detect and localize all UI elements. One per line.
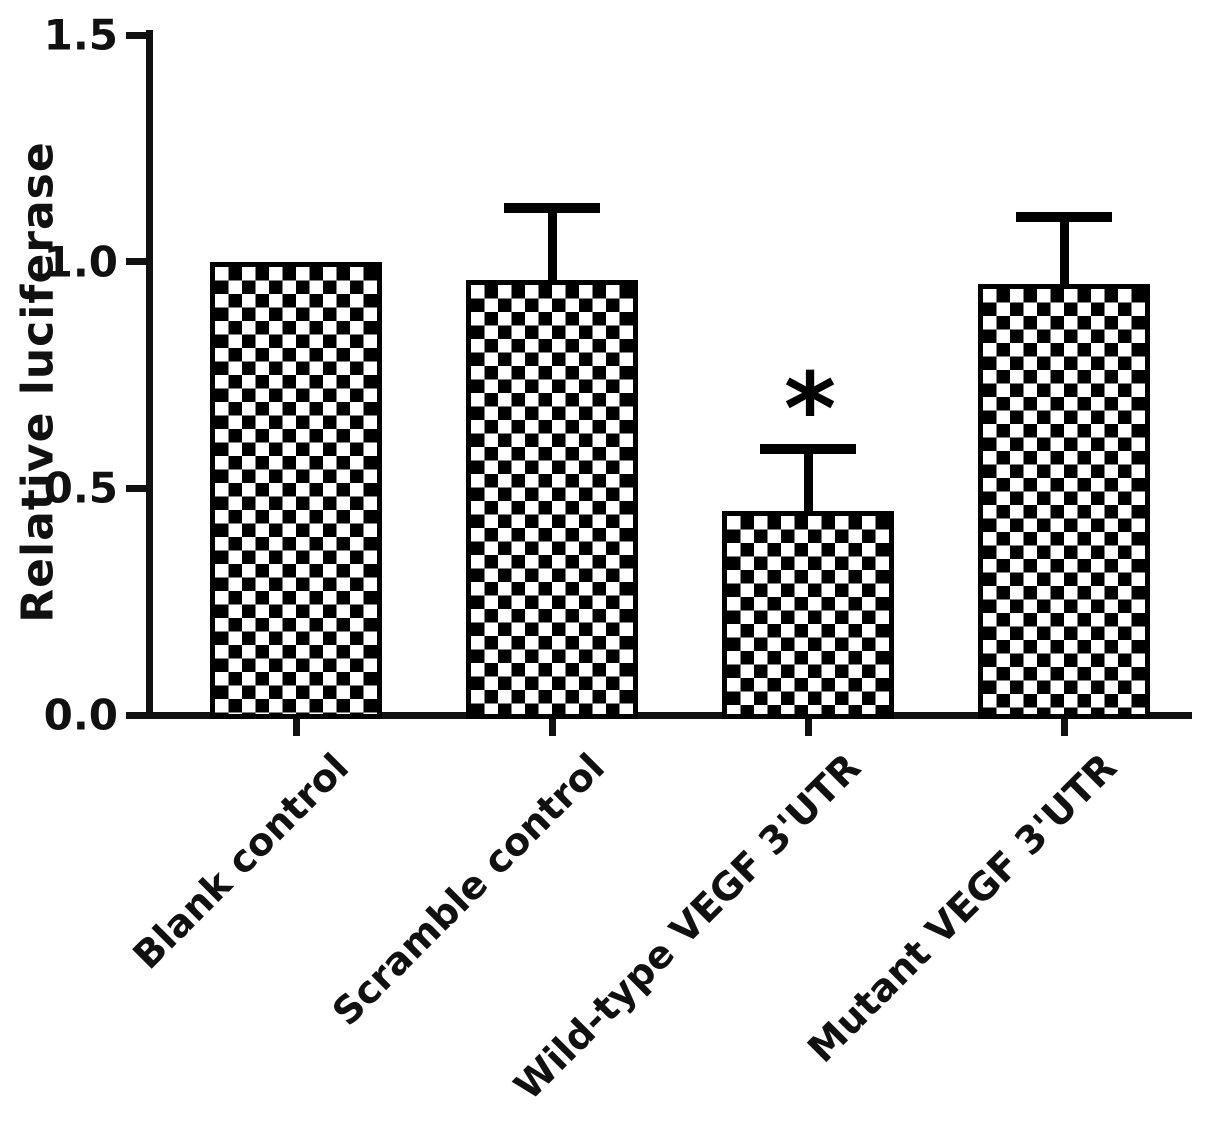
x-axis-label: Blank control: [124, 745, 358, 978]
error-bar-stem: [803, 447, 813, 517]
y-tick-label: 1.5: [43, 10, 118, 60]
y-tick-label: 0.5: [43, 463, 118, 513]
y-axis-title: Relative luciferase: [12, 141, 64, 623]
bar: [722, 511, 894, 719]
error-bar-cap: [760, 443, 856, 454]
x-axis-line: [146, 712, 1192, 719]
error-bar-stem: [1059, 216, 1069, 291]
bar: [978, 284, 1150, 719]
y-axis-line: [146, 30, 153, 719]
y-tick-mark: [126, 711, 146, 719]
bar: [210, 261, 382, 719]
error-bar-stem: [547, 207, 557, 286]
significance-asterisk: *: [783, 350, 837, 468]
x-tick-mark: [1060, 719, 1068, 736]
bar: [466, 279, 638, 719]
error-bar-cap: [504, 203, 600, 214]
x-axis-label: Scramble control: [324, 745, 614, 1035]
y-tick-label: 1.0: [43, 237, 118, 287]
y-tick-mark: [126, 31, 146, 39]
x-tick-mark: [292, 719, 300, 736]
x-tick-mark: [804, 719, 812, 736]
error-bar-cap: [1016, 212, 1112, 223]
y-tick-label: 0.0: [43, 690, 118, 740]
x-tick-mark: [548, 719, 556, 736]
y-tick-mark: [126, 484, 146, 492]
y-tick-mark: [126, 258, 146, 266]
